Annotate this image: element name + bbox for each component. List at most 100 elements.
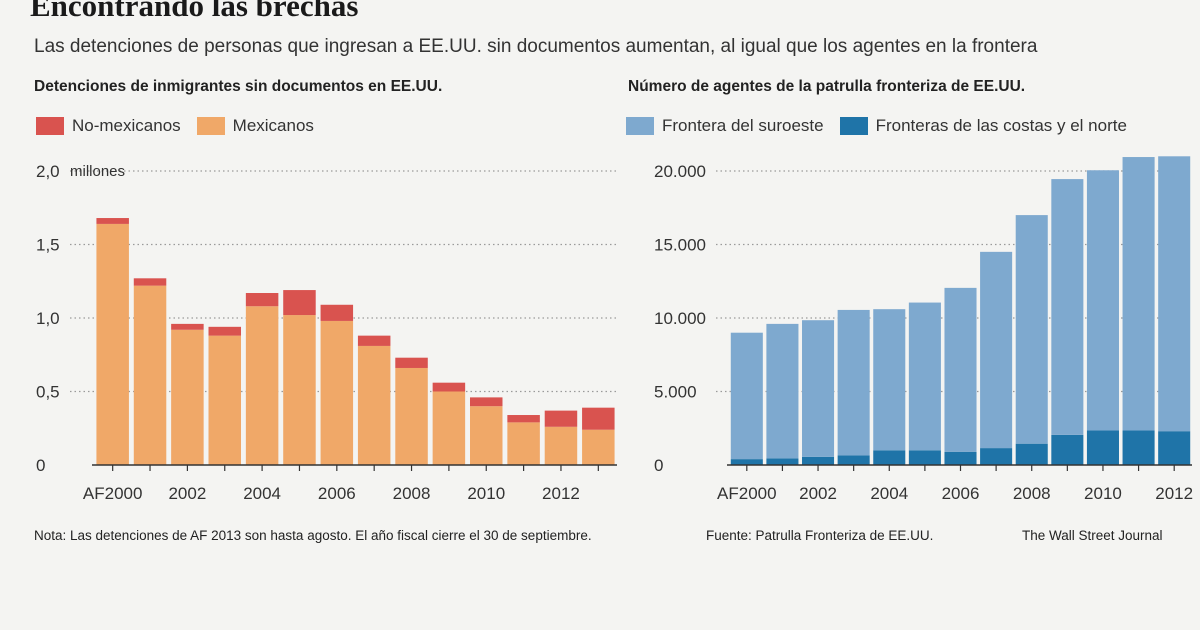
agents-y-tick-label: 15.000: [654, 236, 706, 255]
detentions-bar-mexicanos-2009: [432, 391, 466, 465]
detentions-bar-mexicanos-2002: [171, 329, 204, 465]
detentions-bar-mexicanos-2010: [469, 406, 503, 465]
detentions-bar-no-mexicanos-2001: [133, 278, 167, 286]
agents-bar-frontera-del-suroeste-2001: [766, 323, 799, 459]
agents-bar-fronteras-de-las-costas-y-el-norte-2000: [730, 459, 763, 465]
detentions-x-tick-label: 2006: [318, 484, 356, 503]
agents-bar-frontera-del-suroeste-2005: [908, 302, 941, 451]
legend-swatch-mexicanos: [196, 117, 225, 135]
agents-bar-fronteras-de-las-costas-y-el-norte-2006: [944, 451, 977, 465]
detentions-bar-mexicanos-2004: [245, 306, 279, 465]
detentions-bar-no-mexicanos-2008: [395, 357, 428, 368]
right-panel-title: Número de agentes de la patrulla fronter…: [628, 78, 1026, 95]
legend-swatch-suroeste: [626, 117, 654, 135]
agents-bar-fronteras-de-las-costas-y-el-norte-2005: [908, 450, 941, 465]
agents-bar-frontera-del-suroeste-2008: [1015, 215, 1048, 444]
detentions-x-tick-label: AF2000: [83, 484, 143, 503]
detentions-bar-no-mexicanos-2011: [507, 415, 540, 423]
right-legend: Frontera del suroeste Fronteras de las c…: [626, 116, 1127, 136]
detentions-bar-mexicanos-2007: [357, 345, 391, 465]
detentions-y-tick-label: 2,0: [36, 162, 60, 181]
credit-note: The Wall Street Journal: [1022, 528, 1163, 543]
detentions-bar-mexicanos-2005: [283, 315, 316, 465]
legend-item-suroeste: Frontera del suroeste: [626, 116, 824, 136]
detentions-bar-mexicanos-2006: [320, 320, 354, 465]
agents-x-tick-label: AF2000: [717, 484, 777, 503]
agents-chart: 0 5.000 10.000 15.000 20.000 AF2000 2002 2004 20…: [654, 156, 1193, 503]
detentions-bar-no-mexicanos-2009: [432, 382, 466, 392]
legend-label-mexicanos: Mexicanos: [232, 116, 314, 135]
legend-label-costas-norte: Fronteras de las costas y el norte: [875, 116, 1127, 135]
agents-x-tick-label: 2006: [942, 484, 980, 503]
detentions-bar-no-mexicanos-2010: [469, 397, 503, 407]
agents-bar-fronteras-de-las-costas-y-el-norte-2003: [837, 455, 870, 465]
agents-y-tick-label: 5.000: [654, 383, 697, 402]
detentions-bar-mexicanos-2000: [96, 223, 129, 465]
detentions-bar-no-mexicanos-2013: [582, 407, 615, 430]
detentions-bar-no-mexicanos-2012: [544, 410, 578, 427]
agents-bar-frontera-del-suroeste-2002: [802, 320, 835, 457]
detentions-bar-no-mexicanos-2005: [283, 290, 316, 316]
agents-bar-frontera-del-suroeste-2004: [873, 309, 906, 451]
detentions-bar-mexicanos-2001: [133, 285, 167, 465]
detentions-x-tick-label: 2004: [243, 484, 281, 503]
detentions-bar-no-mexicanos-2002: [171, 323, 204, 330]
source-note: Fuente: Patrulla Fronteriza de EE.UU.: [706, 528, 934, 543]
left-legend: No-mexicanos Mexicanos: [36, 116, 330, 136]
detentions-bar-mexicanos-2003: [208, 335, 242, 465]
detentions-y-tick-label: 0,5: [36, 383, 60, 402]
agents-bar-fronteras-de-las-costas-y-el-norte-2002: [802, 456, 835, 465]
detentions-bar-no-mexicanos-2007: [357, 335, 391, 346]
agents-bar-frontera-del-suroeste-2009: [1051, 179, 1084, 435]
legend-label-suroeste: Frontera del suroeste: [662, 116, 824, 135]
legend-item-costas-norte: Fronteras de las costas y el norte: [839, 116, 1127, 136]
agents-x-tick-label: 2012: [1155, 484, 1193, 503]
agents-x-tick-label: 2002: [799, 484, 837, 503]
detentions-y-tick-label: 0: [36, 456, 45, 475]
agents-bar-frontera-del-suroeste-2003: [837, 309, 870, 456]
detentions-bar-no-mexicanos-2000: [96, 218, 129, 224]
detentions-bar-mexicanos-2011: [507, 422, 540, 465]
agents-bar-fronteras-de-las-costas-y-el-norte-2009: [1051, 434, 1084, 465]
footnote: Nota: Las detenciones de AF 2013 son has…: [34, 528, 592, 543]
detentions-bar-no-mexicanos-2004: [245, 293, 279, 307]
agents-y-tick-label: 20.000: [654, 162, 706, 181]
agents-bar-frontera-del-suroeste-2010: [1086, 170, 1119, 431]
left-panel-title: Detenciones de inmigrantes sin documento…: [34, 78, 443, 95]
detentions-bar-mexicanos-2008: [395, 367, 428, 465]
agents-bar-fronteras-de-las-costas-y-el-norte-2010: [1086, 430, 1119, 465]
agents-bar-frontera-del-suroeste-2000: [730, 332, 763, 460]
agents-bar-frontera-del-suroeste-2011: [1122, 157, 1155, 431]
agents-bar-fronteras-de-las-costas-y-el-norte-2004: [873, 450, 906, 465]
detentions-chart: 0 0,5 1,0 1,5 2,0 millones AF2000 2002 2004 2006 2…: [36, 162, 617, 503]
agents-bar-fronteras-de-las-costas-y-el-norte-2008: [1015, 443, 1048, 465]
detentions-bar-no-mexicanos-2006: [320, 304, 354, 321]
agents-x-tick-label: 2010: [1084, 484, 1122, 503]
agents-bar-fronteras-de-las-costas-y-el-norte-2012: [1158, 431, 1191, 465]
detentions-unit-label: millones: [70, 163, 125, 180]
chart-subtitle: Las detenciones de personas que ingresan…: [34, 36, 1038, 57]
detentions-y-tick-label: 1,0: [36, 309, 60, 328]
detentions-x-tick-label: 2010: [467, 484, 505, 503]
agents-bar-fronteras-de-las-costas-y-el-norte-2011: [1122, 430, 1155, 465]
agents-bar-frontera-del-suroeste-2006: [944, 287, 977, 452]
agents-bar-fronteras-de-las-costas-y-el-norte-2001: [766, 458, 799, 465]
detentions-bar-mexicanos-2013: [582, 429, 615, 465]
detentions-x-tick-label: 2008: [393, 484, 431, 503]
detentions-y-tick-label: 1,5: [36, 236, 60, 255]
chart-title: Encontrando las brechas: [30, 0, 359, 23]
legend-swatch-costas-norte: [839, 117, 868, 135]
legend-label-no-mexicanos: No-mexicanos: [72, 116, 181, 135]
agents-bar-frontera-del-suroeste-2007: [980, 251, 1013, 449]
legend-item-no-mexicanos: No-mexicanos: [36, 116, 181, 136]
agents-x-tick-label: 2008: [1013, 484, 1051, 503]
legend-item-mexicanos: Mexicanos: [196, 116, 314, 136]
agents-x-tick-label: 2004: [870, 484, 908, 503]
detentions-x-tick-label: 2002: [168, 484, 206, 503]
detentions-bar-no-mexicanos-2003: [208, 326, 242, 336]
legend-swatch-no-mexicanos: [36, 117, 64, 135]
agents-y-tick-label: 10.000: [654, 309, 706, 328]
detentions-bar-mexicanos-2012: [544, 426, 578, 465]
detentions-x-tick-label: 2012: [542, 484, 580, 503]
agents-y-tick-label: 0: [654, 456, 663, 475]
